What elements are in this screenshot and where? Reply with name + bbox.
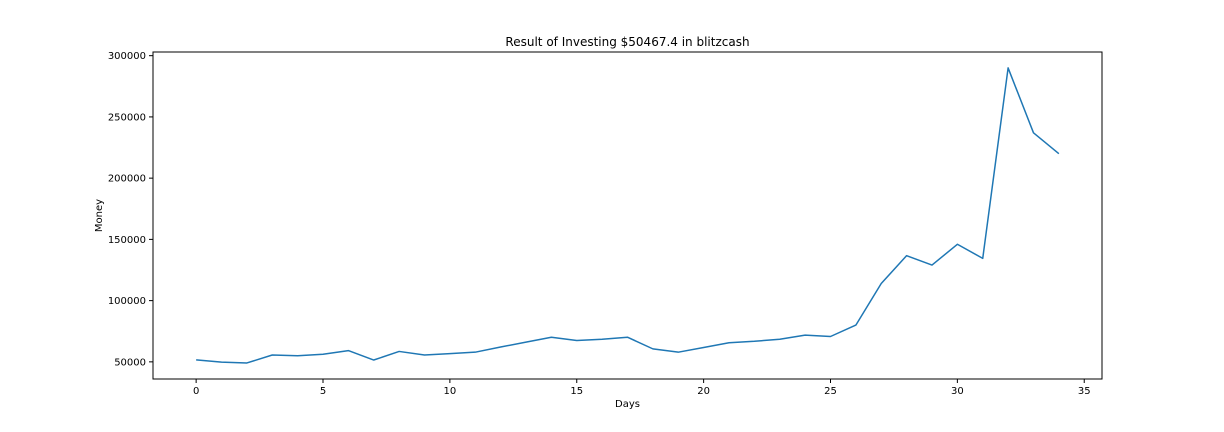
plot-frame (152, 51, 1103, 380)
y-tick-label: 250000 (108, 112, 146, 123)
series-line (196, 67, 1060, 364)
x-tick-label: 5 (320, 386, 326, 397)
y-tick-label: 150000 (108, 235, 146, 246)
y-tick-label: 300000 (108, 51, 146, 62)
x-tick-label: 0 (193, 386, 199, 397)
x-tick-label: 35 (1078, 386, 1091, 397)
x-tick-label: 20 (697, 386, 710, 397)
chart-title: Result of Investing $50467.4 in blitzcas… (505, 35, 749, 49)
y-axis: 50000 100000 150000 200000 250000 300000 (108, 51, 153, 368)
y-axis-label: Money (94, 199, 105, 232)
x-axis: 0 5 10 15 20 25 30 35 (193, 379, 1091, 397)
x-tick-label: 25 (824, 386, 837, 397)
x-axis-label: Days (615, 399, 640, 410)
y-tick-label: 100000 (108, 296, 146, 307)
x-tick-label: 30 (951, 386, 964, 397)
x-tick-label: 15 (570, 386, 583, 397)
x-tick-label: 10 (444, 386, 457, 397)
y-tick-label: 200000 (108, 174, 146, 185)
plot-area (196, 67, 1060, 364)
y-tick-label: 50000 (114, 357, 146, 368)
